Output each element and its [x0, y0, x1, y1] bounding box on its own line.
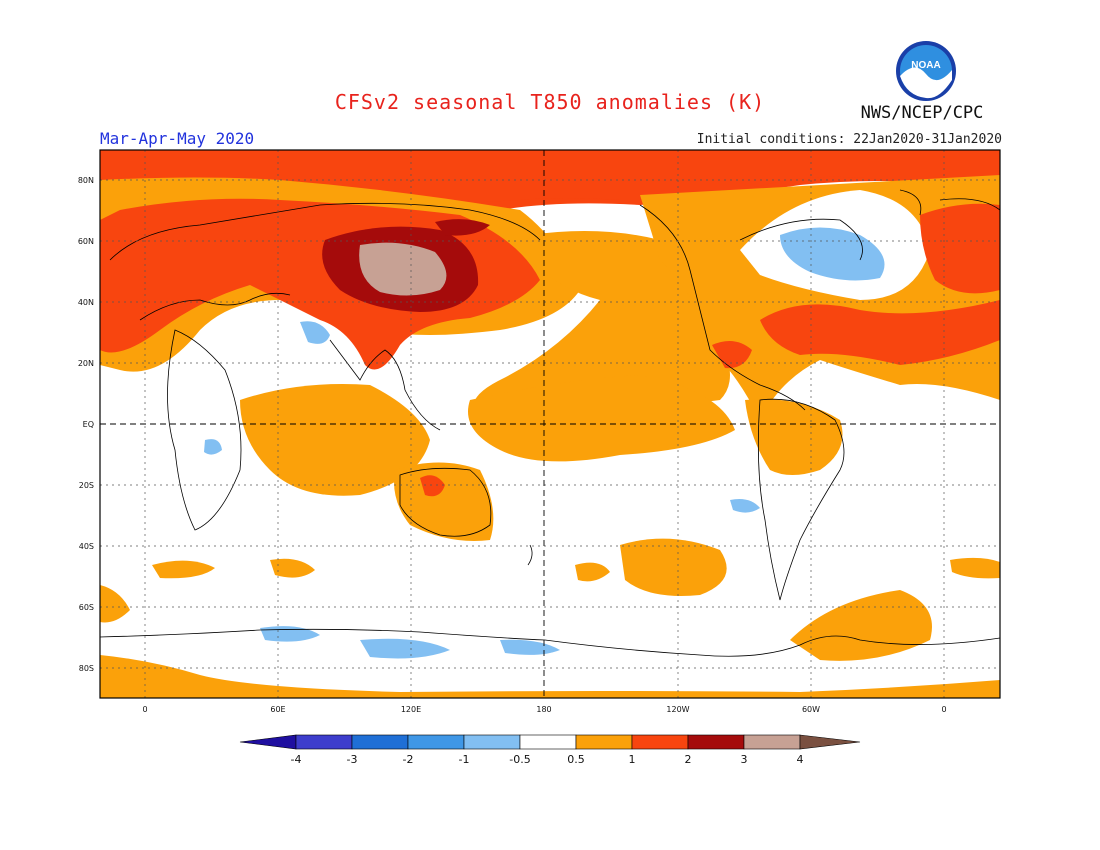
- colorbar-label: -2: [403, 753, 414, 766]
- anomaly-region: [760, 300, 1000, 365]
- anomaly-region: [270, 558, 315, 578]
- anomaly-region: [360, 638, 450, 659]
- colorbar-label: 0.5: [567, 753, 585, 766]
- noaa-logo-icon: NOAA: [896, 41, 956, 101]
- lon-label: 0: [142, 705, 147, 714]
- colorbar-swatch: [463, 734, 521, 750]
- lat-label: 20N: [78, 359, 94, 368]
- colorbar-label: -4: [291, 753, 302, 766]
- lat-label: 40S: [79, 542, 94, 551]
- lat-label: 40N: [78, 298, 94, 307]
- anomaly-region: [152, 560, 215, 579]
- anomaly-region: [620, 538, 727, 596]
- anomaly-region: [300, 321, 330, 344]
- colorbar-label: -0.5: [509, 753, 530, 766]
- colorbar-label: 4: [797, 753, 804, 766]
- colorbar-label: -1: [459, 753, 470, 766]
- lon-label: 120E: [401, 705, 421, 714]
- lat-label: EQ: [83, 420, 94, 429]
- colorbar-label: 2: [685, 753, 692, 766]
- equator-dateline: [100, 150, 1000, 698]
- anomaly-region: [468, 375, 735, 462]
- anomaly-region: [712, 341, 752, 369]
- lon-label: 60E: [270, 705, 285, 714]
- lat-label: 20S: [79, 481, 94, 490]
- colorbar-swatch: [239, 734, 297, 750]
- lat-label: 80S: [79, 664, 94, 673]
- colorbar-swatch: [351, 734, 409, 750]
- graticule: [100, 150, 1000, 698]
- colorbar-swatch: [687, 734, 745, 750]
- anomaly-region: [920, 203, 1000, 294]
- colorbar-swatch: [407, 734, 465, 750]
- initial-conditions-label: Initial conditions: 22Jan2020-31Jan2020: [696, 132, 1002, 147]
- anomaly-region: [204, 439, 222, 455]
- chart-title: CFSv2 seasonal T850 anomalies (K): [334, 90, 766, 114]
- anomaly-region: [950, 557, 1000, 579]
- anomaly-region: [100, 655, 1000, 698]
- anomaly-region: [575, 562, 610, 582]
- latitude-axis: 80N 60N 40N 20N EQ 20S 40S 60S 80S: [78, 176, 94, 673]
- colorbar-swatch: [799, 734, 861, 750]
- anomaly-region: [730, 499, 760, 513]
- lat-label: 60N: [78, 237, 94, 246]
- colorbar-label: -3: [347, 753, 358, 766]
- lon-label: 60W: [802, 705, 820, 714]
- anomaly-region: [420, 475, 445, 497]
- colorbar-swatch: [743, 734, 801, 750]
- colorbar-swatch: [519, 734, 577, 750]
- lon-label: 120W: [666, 705, 689, 714]
- colorbar-swatch: [295, 734, 353, 750]
- colorbar-label: 1: [629, 753, 636, 766]
- lat-label: 60S: [79, 603, 94, 612]
- anomaly-region: [394, 462, 494, 541]
- longitude-axis: 0 60E 120E 180 120W 60W 0: [142, 705, 946, 714]
- anomaly-region: [359, 242, 447, 296]
- lat-label: 80N: [78, 176, 94, 185]
- coastlines: [99, 189, 1001, 657]
- lon-label: 180: [536, 705, 551, 714]
- anomaly-region: [100, 585, 130, 623]
- anomaly-region: [790, 590, 932, 661]
- anomaly-region: [780, 227, 885, 281]
- anomaly-region: [500, 639, 560, 655]
- anomaly-region: [745, 399, 843, 475]
- anomaly-region: [435, 219, 490, 236]
- lon-label: 0: [941, 705, 946, 714]
- anomaly-region: [473, 231, 730, 430]
- colorbar: -4 -3 -2 -1 -0.5 0.5 1 2 3 4: [239, 734, 861, 766]
- anomaly-region: [240, 384, 430, 496]
- agency-label: NWS/NCEP/CPC: [860, 103, 984, 123]
- colorbar-label: 3: [741, 753, 748, 766]
- colorbar-swatch: [631, 734, 689, 750]
- map-area: [99, 149, 1001, 699]
- svg-text:NOAA: NOAA: [911, 60, 940, 71]
- season-label: Mar-Apr-May 2020: [100, 129, 255, 148]
- map-frame: [99, 149, 1001, 699]
- colorbar-swatch: [575, 734, 633, 750]
